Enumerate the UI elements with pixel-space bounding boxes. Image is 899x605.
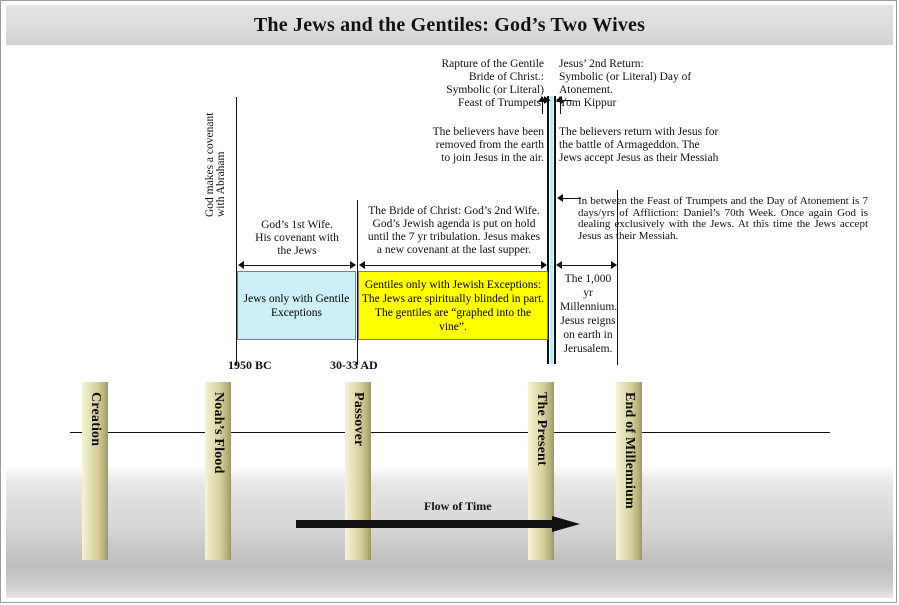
flow-of-time-label: Flow of Time: [424, 499, 492, 513]
believers-removed-line-2: removed from the earth: [435, 139, 544, 151]
millennium-line-1: The 1,000 yr: [564, 273, 612, 299]
bride-line-1: The Bride of Christ: God’s 2nd Wife.: [368, 205, 540, 217]
rapture-line-1: Rapture of the Gentile: [441, 58, 544, 70]
believers-removed-annotation: The believers have been removed from the…: [396, 126, 544, 165]
bride-line-2: God’s Jewish agenda is put on hold: [372, 218, 536, 230]
pillar-noahs-flood: Noah’s Flood: [205, 382, 231, 560]
rapture-pointer: [534, 96, 550, 105]
gentiles-only-box: Gentiles only with Jewish Exceptions: Th…: [358, 271, 548, 340]
rapture-band: [550, 96, 553, 364]
second-return-line-3: Atonement.: [559, 84, 613, 96]
pillar-label-creation: Creation: [88, 392, 103, 447]
rapture-line-2: Bride of Christ.:: [468, 71, 544, 83]
title-banner: The Jews and the Gentiles: God’s Two Wiv…: [6, 5, 893, 45]
event-line-passover: [357, 200, 358, 365]
pillar-label-end-of-millennium: End of Millennium: [622, 392, 637, 509]
bride-line-4: a new covenant at the last supper.: [376, 244, 532, 256]
second-return-annotation: Jesus’ 2nd Return: Symbolic (or Literal)…: [559, 58, 739, 110]
millennium-line-4: on earth in: [563, 329, 613, 341]
pillar-label-the-present: The Present: [534, 392, 549, 466]
believers-return-line-3: Jews accept Jesus as their Messiah: [559, 152, 719, 164]
gentiles-era-span-arrow: [359, 261, 547, 270]
abraham-covenant-text: God makes a covenant with Abraham: [204, 112, 227, 217]
first-wife-line-1: God’s 1st Wife.: [261, 219, 333, 231]
millennium-line-3: Jesus reigns: [560, 315, 616, 327]
flow-of-time-arrow: [296, 516, 580, 532]
date-label-1950bc: 1950 BC: [228, 358, 272, 372]
page-title: The Jews and the Gentiles: God’s Two Wiv…: [253, 13, 646, 36]
pillar-end-of-millennium: End of Millennium: [616, 382, 642, 560]
gentiles-only-box-text: Gentiles only with Jewish Exceptions: Th…: [361, 278, 545, 333]
event-line-abraham: [236, 97, 237, 365]
rapture-annotation: Rapture of the Gentile Bride of Christ.:…: [396, 58, 544, 110]
tribulation-annotation: In between the Feast of Trumpets and the…: [578, 195, 868, 242]
jews-only-box: Jews only with Gentile Exceptions: [237, 271, 356, 340]
pillar-label-noahs-flood: Noah’s Flood: [211, 392, 226, 474]
pillar-the-present: The Present: [528, 382, 554, 560]
pillar-creation: Creation: [82, 382, 108, 560]
believers-return-line-1: The believers return with Jesus for: [559, 126, 719, 138]
bride-of-christ-annotation: The Bride of Christ: God’s 2nd Wife. God…: [359, 205, 549, 257]
millennium-annotation: The 1,000 yr Millennium. Jesus reigns on…: [560, 272, 618, 356]
millennium-line-2: Millennium.: [560, 301, 618, 313]
jews-era-span-arrow: [238, 261, 356, 270]
rapture-up-arrow: [538, 96, 547, 114]
pillar-passover: Passover: [345, 382, 371, 560]
believers-return-line-2: the battle of Armageddon. The: [559, 139, 700, 151]
second-return-line-2: Symbolic (or Literal) Day of: [559, 71, 692, 83]
first-wife-line-2: His covenant with: [255, 232, 339, 244]
abraham-covenant-label: God makes a covenant with Abraham: [204, 97, 227, 217]
event-line-second-return: [554, 96, 556, 364]
rapture-line-4: Feast of Trumpets.: [458, 97, 544, 109]
tribulation-pointer: [557, 194, 581, 203]
millennium-span-arrow: [556, 261, 617, 270]
second-return-pointer: [556, 96, 572, 105]
second-return-line-1: Jesus’ 2nd Return:: [559, 58, 644, 70]
believers-removed-line-1: The believers have been: [432, 126, 544, 138]
pillar-label-passover: Passover: [351, 392, 366, 447]
ground-gradient: [6, 465, 893, 598]
timeline-axis: [70, 432, 830, 433]
second-return-line-4: Yom Kippur: [559, 97, 617, 109]
jews-only-box-text: Jews only with Gentile Exceptions: [243, 292, 350, 319]
rapture-line-3: Symbolic (or Literal): [446, 84, 544, 96]
believers-removed-line-3: to join Jesus in the air.: [441, 152, 544, 164]
millennium-line-5: Jerusalem.: [563, 343, 613, 355]
believers-return-annotation: The believers return with Jesus for the …: [559, 126, 769, 165]
bride-line-3: until the 7 yr tribulation. Jesus makes: [367, 231, 541, 243]
date-label-30-33ad: 30-33 AD: [330, 358, 378, 372]
event-line-millennium-end: [617, 190, 618, 365]
first-wife-line-3: the Jews: [277, 245, 317, 257]
event-line-rapture: [547, 96, 549, 364]
first-wife-annotation: God’s 1st Wife. His covenant with the Je…: [240, 219, 354, 258]
